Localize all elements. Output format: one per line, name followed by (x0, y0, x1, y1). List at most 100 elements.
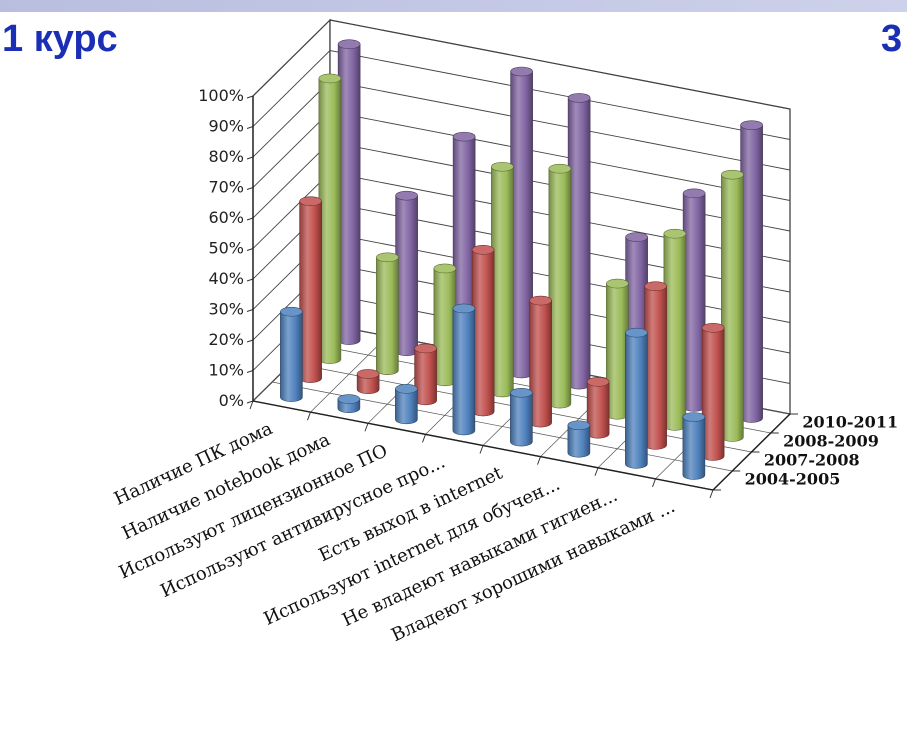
chart-bars (280, 39, 763, 480)
bar-top (625, 232, 648, 242)
bar-2004-2005-8 (682, 412, 706, 480)
bar-2004-2005-7 (625, 327, 648, 469)
bar-top (682, 188, 706, 199)
bar-body (471, 249, 495, 417)
bar-top (452, 131, 476, 142)
y-tick-label: 10% (208, 361, 244, 380)
bar-body (529, 300, 552, 428)
bar-2007-2008-3 (414, 343, 437, 406)
bar-body (414, 348, 437, 406)
bar-top (529, 295, 552, 306)
bar-top (337, 394, 361, 404)
bar-top (414, 343, 437, 354)
y-axis-labels: 0% 10% 20% 30% 40% 50% 60% 70% 80% 90% 100% (198, 86, 244, 410)
bar-2004-2005-1 (280, 306, 303, 402)
slide-top-band (0, 0, 907, 12)
bar-2007-2008-2 (356, 369, 380, 394)
bar-2004-2005-5 (510, 387, 533, 447)
bar-2008-2009-2 (376, 252, 399, 375)
bar-top (395, 384, 418, 394)
bar-body (337, 43, 361, 345)
bar-body (586, 381, 610, 439)
y-tick-mark (246, 400, 254, 404)
bar-top (356, 369, 380, 379)
y-tick-mark (246, 126, 254, 129)
bar-body (567, 97, 591, 390)
bar-2007-2008-8 (701, 323, 725, 461)
y-tick-mark (246, 278, 254, 282)
bar-2004-2005-4 (452, 303, 476, 436)
bar-body (318, 78, 342, 364)
bar-body (701, 327, 725, 461)
bar-top (510, 387, 533, 398)
bar-body (395, 388, 418, 425)
bar-top (567, 420, 591, 431)
bar-top (567, 93, 591, 103)
y-tick-label: 0% (219, 391, 244, 410)
y-tick-mark (246, 156, 254, 160)
depth-label: 2004-2005 (745, 470, 841, 489)
bar-2010-2011-2 (395, 190, 418, 356)
bar-2004-2005-2 (337, 394, 361, 413)
bar-2004-2005-3 (395, 384, 418, 425)
y-tick-label: 90% (208, 117, 244, 136)
y-tick-label: 50% (208, 239, 244, 258)
bar-body (280, 311, 303, 402)
depth-label: 2010-2011 (802, 413, 898, 432)
bar-top (337, 39, 361, 50)
bar-top (510, 66, 533, 77)
y-tick-label: 40% (208, 269, 244, 288)
bar-top (395, 190, 418, 201)
bar-body (625, 332, 648, 469)
x-tick-mark (249, 400, 254, 410)
bar-2010-2011-5 (567, 93, 591, 390)
bar-top (625, 327, 648, 338)
bar-body (644, 285, 667, 450)
bar-top (433, 263, 457, 274)
x-tick-mark (709, 489, 714, 499)
bar-2008-2009-4 (491, 161, 514, 398)
slide-title-right-fragment: 3 (881, 18, 903, 60)
bar-top (663, 228, 687, 239)
bar-top (606, 278, 629, 289)
depth-label: 2008-2009 (783, 432, 879, 451)
bar-top (452, 303, 476, 314)
bar-body (740, 124, 763, 423)
y-tick-label: 30% (208, 300, 244, 319)
gridline (252, 50, 791, 140)
bar-2007-2008-7 (644, 281, 667, 450)
bar-2007-2008-1 (299, 196, 322, 383)
y-tick-mark (246, 95, 254, 99)
bar-2004-2005-6 (567, 420, 591, 458)
bar-body (491, 166, 514, 398)
depth-label: 2007-2008 (764, 451, 860, 470)
x-tick-mark (364, 423, 369, 432)
bar-body (395, 195, 418, 356)
y-tick-mark (246, 309, 254, 312)
bar-body (548, 168, 572, 409)
bar-top (471, 244, 495, 255)
bar-2008-2009-7 (663, 228, 687, 431)
bar-2008-2009-8 (721, 169, 744, 442)
bar-top (740, 120, 763, 130)
bar-body (663, 233, 687, 431)
bar-top (376, 252, 399, 263)
bar-top (644, 281, 667, 292)
y-tick-mark (246, 370, 254, 373)
gridline (252, 19, 791, 110)
x-tick-mark (307, 411, 311, 421)
y-tick-label: 60% (208, 208, 244, 227)
y-tick-mark (246, 187, 254, 190)
x-tick-mark (479, 445, 484, 454)
y-tick-label: 70% (208, 178, 244, 197)
y-tick-label: 100% (198, 86, 244, 105)
bar-body (721, 174, 744, 442)
bar-top (491, 161, 514, 172)
bar-2007-2008-4 (471, 244, 495, 417)
bar-top (318, 73, 342, 84)
bar-2007-2008-5 (529, 295, 552, 428)
bar-top (701, 323, 725, 333)
x-tick-mark (537, 456, 541, 465)
bar-body (510, 392, 533, 447)
